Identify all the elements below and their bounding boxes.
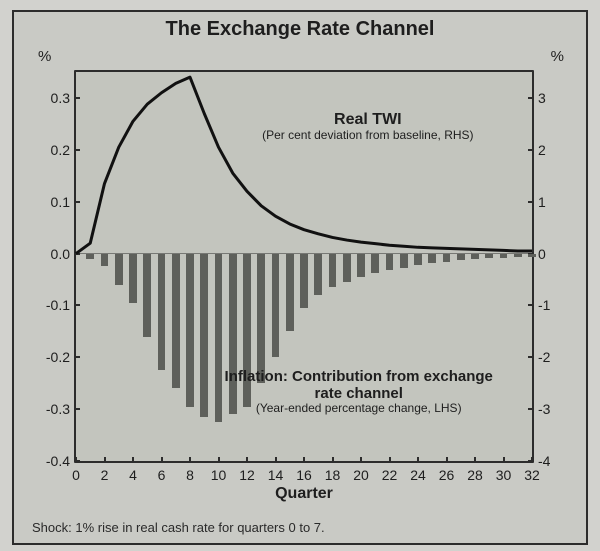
left-axis-unit: %	[38, 48, 51, 65]
ytick-right: -4	[538, 453, 578, 469]
plot-area: % % -0.4-0.3-0.2-0.10.00.10.20.3-4-3-2-1…	[74, 70, 534, 463]
chart-panel: The Exchange Rate Channel % % -0.4-0.3-0…	[12, 10, 588, 545]
ytick-right: 3	[538, 90, 578, 106]
chart-title: The Exchange Rate Channel	[14, 12, 586, 41]
real-twi-line	[76, 77, 532, 253]
xtick: 2	[101, 467, 109, 483]
ytick-left: 0.2	[22, 142, 70, 158]
xtick: 4	[129, 467, 137, 483]
ytick-left: 0.1	[22, 194, 70, 210]
ytick-right: -1	[538, 297, 578, 313]
xtick: 20	[353, 467, 369, 483]
xtick: 26	[439, 467, 455, 483]
ytick-left: -0.4	[22, 453, 70, 469]
xtick: 6	[158, 467, 166, 483]
inflation-annot: Inflation: Contribution from exchange ra…	[217, 368, 500, 416]
right-axis-unit: %	[551, 48, 564, 65]
ytick-left: -0.2	[22, 349, 70, 365]
xtick: 0	[72, 467, 80, 483]
xtick: 8	[186, 467, 194, 483]
ytick-right: -3	[538, 401, 578, 417]
xtick: 32	[524, 467, 540, 483]
ytick-right: 0	[538, 246, 578, 262]
ytick-left: -0.3	[22, 401, 70, 417]
ytick-right: 1	[538, 194, 578, 210]
ytick-left: -0.1	[22, 297, 70, 313]
ytick-left: 0.3	[22, 90, 70, 106]
xtick: 12	[239, 467, 255, 483]
xtick: 30	[496, 467, 512, 483]
xtick: 28	[467, 467, 483, 483]
xtick: 24	[410, 467, 426, 483]
x-axis-label: Quarter	[74, 485, 534, 503]
ytick-right: 2	[538, 142, 578, 158]
ytick-left: 0.0	[22, 246, 70, 262]
xtick: 14	[268, 467, 284, 483]
xtick: 10	[211, 467, 227, 483]
real-twi-annot: Real TWI(Per cent deviation from baselin…	[213, 111, 523, 143]
xtick: 18	[325, 467, 341, 483]
chart-footnote: Shock: 1% rise in real cash rate for qua…	[32, 520, 325, 535]
xtick: 22	[382, 467, 398, 483]
ytick-right: -2	[538, 349, 578, 365]
xtick: 16	[296, 467, 312, 483]
